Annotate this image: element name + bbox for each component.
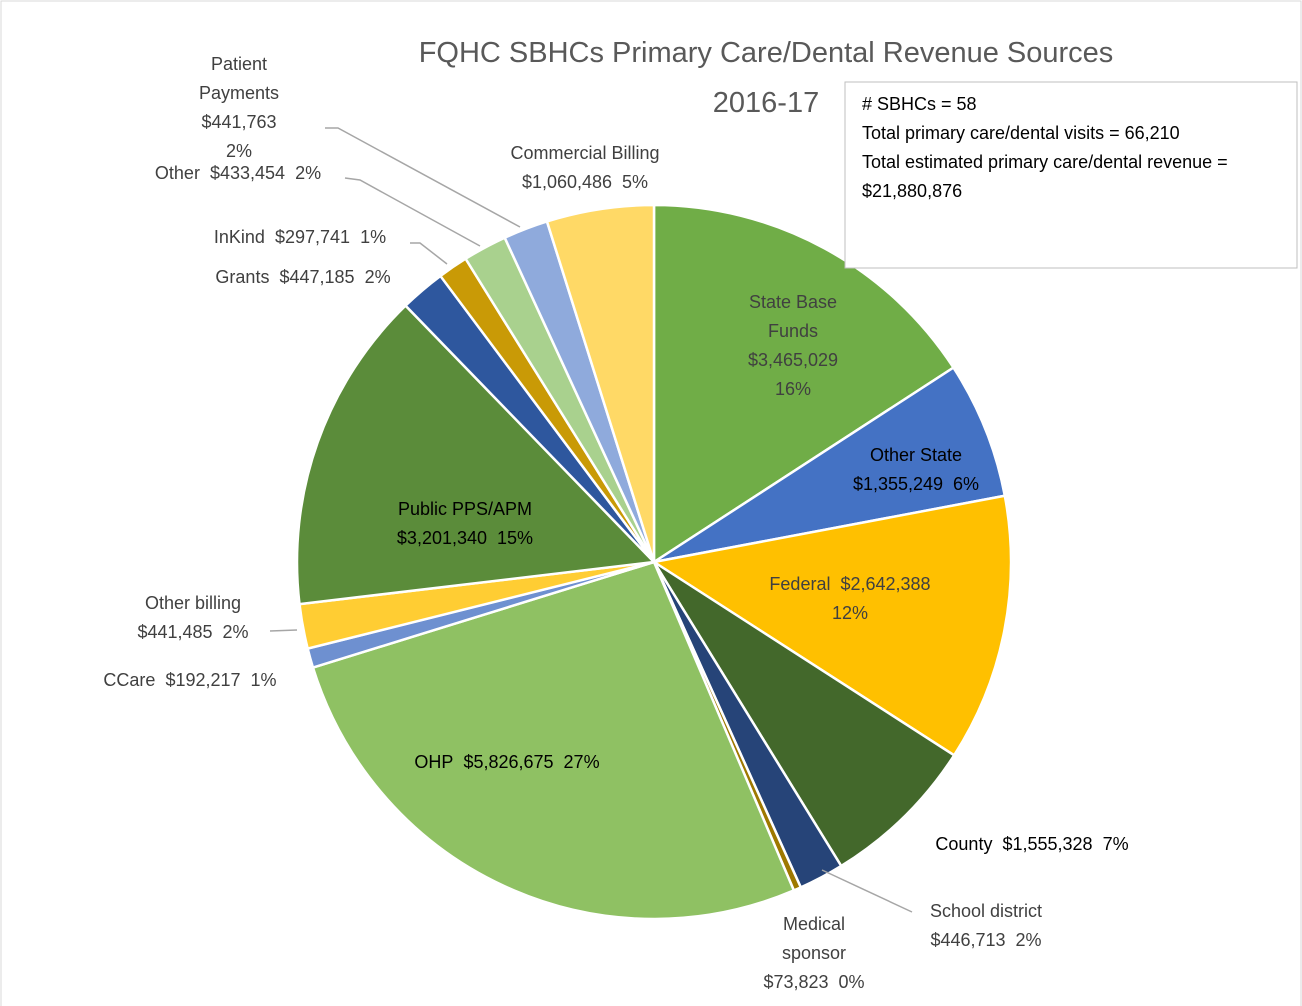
data-label: Federal $2,642,388 12%: [715, 570, 985, 628]
data-label: Other $433,454 2%: [98, 159, 378, 188]
data-label-value: $441,485: [137, 622, 213, 642]
leader-line: [821, 869, 913, 913]
leader-lines: [269, 127, 913, 913]
data-label-percent: 1%: [250, 670, 277, 690]
data-label-value: $1,355,249: [852, 474, 944, 494]
data-label-category: Public PPS/APM: [397, 499, 533, 519]
pie: [295, 203, 1013, 921]
pie-slice: [652, 560, 956, 868]
data-label-value: $3,201,340: [396, 528, 488, 548]
data-label-category: CCare: [103, 670, 156, 690]
data-label-value: $2,642,388: [840, 574, 931, 594]
pie-slice: [652, 203, 956, 565]
data-label-category: Patient Payments: [198, 54, 280, 103]
data-label-category: Other: [154, 163, 200, 183]
data-label-percent: 2%: [222, 622, 249, 642]
data-label: Public PPS/APM $3,201,340 15%: [345, 495, 585, 553]
chart-subtitle: 2016-17: [713, 87, 819, 119]
data-label-percent: 16%: [774, 379, 812, 399]
data-label: Medical sponsor $73,823 0%: [754, 910, 874, 997]
data-label-percent: 0%: [838, 972, 865, 992]
data-label-value: $433,454: [209, 163, 286, 183]
annotation-line: Total primary care/dental visits = 66,21…: [862, 123, 1180, 143]
annotation-box: [844, 81, 1298, 269]
data-label-percent: 2%: [225, 141, 252, 161]
data-label-value: $447,185: [279, 267, 355, 287]
data-label-value: $3,465,029: [747, 350, 839, 370]
data-label-percent: 7%: [1102, 834, 1129, 854]
data-label: State Base Funds $3,465,029 16%: [733, 288, 853, 404]
data-label-category: School district: [929, 901, 1043, 921]
data-label-percent: 2%: [295, 163, 322, 183]
data-label-category: InKind: [213, 227, 265, 247]
pie-slice: [653, 365, 1007, 564]
pie-slice: [295, 303, 657, 606]
data-label-category: Other billing: [144, 593, 242, 613]
data-label-value: $192,217: [165, 670, 241, 690]
data-label: CCare $192,217 1%: [50, 666, 330, 695]
data-label-category: Grants: [215, 267, 270, 287]
data-label-value: $446,713: [930, 930, 1006, 950]
data-label-percent: 15%: [497, 528, 534, 548]
data-label-category: County: [935, 834, 993, 854]
data-label-percent: 1%: [360, 227, 387, 247]
annotation-line: # SBHCs = 58: [862, 94, 977, 114]
data-label-category: Other State: [869, 445, 963, 465]
data-label: Other billing $441,485 2%: [83, 589, 303, 647]
data-label-value: $297,741: [274, 227, 351, 247]
data-label-category: Medical sponsor: [781, 914, 847, 963]
annotation-line: Total estimated primary care/dental reve…: [862, 152, 1228, 201]
data-label-category: State Base Funds: [748, 292, 838, 341]
data-label: OHP $5,826,675 27%: [347, 748, 667, 777]
data-label-value: $1,555,328: [1002, 834, 1093, 854]
data-label-percent: 5%: [622, 172, 649, 192]
data-label: Commercial Billing $1,060,486 5%: [465, 139, 705, 197]
data-label-value: $73,823: [763, 972, 829, 992]
data-label: School district $446,713 2%: [876, 897, 1096, 955]
data-label-percent: 6%: [953, 474, 980, 494]
leader-line: [269, 629, 298, 632]
pie-slice: [311, 560, 796, 921]
data-label-percent: 2%: [1015, 930, 1042, 950]
data-label-value: $441,763: [201, 112, 277, 132]
data-label: InKind $297,741 1%: [160, 223, 440, 252]
data-label: Grants $447,185 2%: [163, 263, 443, 292]
pie-slice: [650, 494, 1013, 758]
annotation: # SBHCs = 58 Total primary care/dental v…: [862, 90, 1262, 206]
data-label-category: Federal: [769, 574, 831, 594]
data-label-value: $5,826,675: [463, 752, 554, 772]
data-label-value: $1,060,486: [521, 172, 613, 192]
data-label-percent: 2%: [364, 267, 391, 287]
chart-title: FQHC SBHCs Primary Care/Dental Revenue S…: [419, 37, 1114, 69]
data-label-category: OHP: [414, 752, 454, 772]
leader-line: [325, 127, 521, 228]
data-label-percent: 27%: [563, 752, 600, 772]
data-label: County $1,555,328 7%: [872, 830, 1192, 859]
data-label-category: Commercial Billing: [510, 143, 660, 163]
data-label: Patient Payments $441,763 2%: [179, 50, 299, 166]
leader-line: [410, 242, 448, 265]
data-label: Other State $1,355,249 6%: [806, 441, 1026, 499]
pie-slice: [545, 203, 656, 563]
leader-line: [344, 177, 481, 247]
data-label-percent: 12%: [831, 603, 869, 623]
